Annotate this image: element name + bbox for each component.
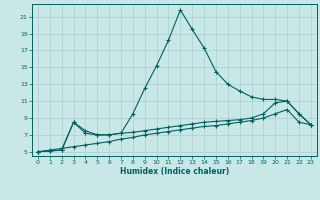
- X-axis label: Humidex (Indice chaleur): Humidex (Indice chaleur): [120, 167, 229, 176]
